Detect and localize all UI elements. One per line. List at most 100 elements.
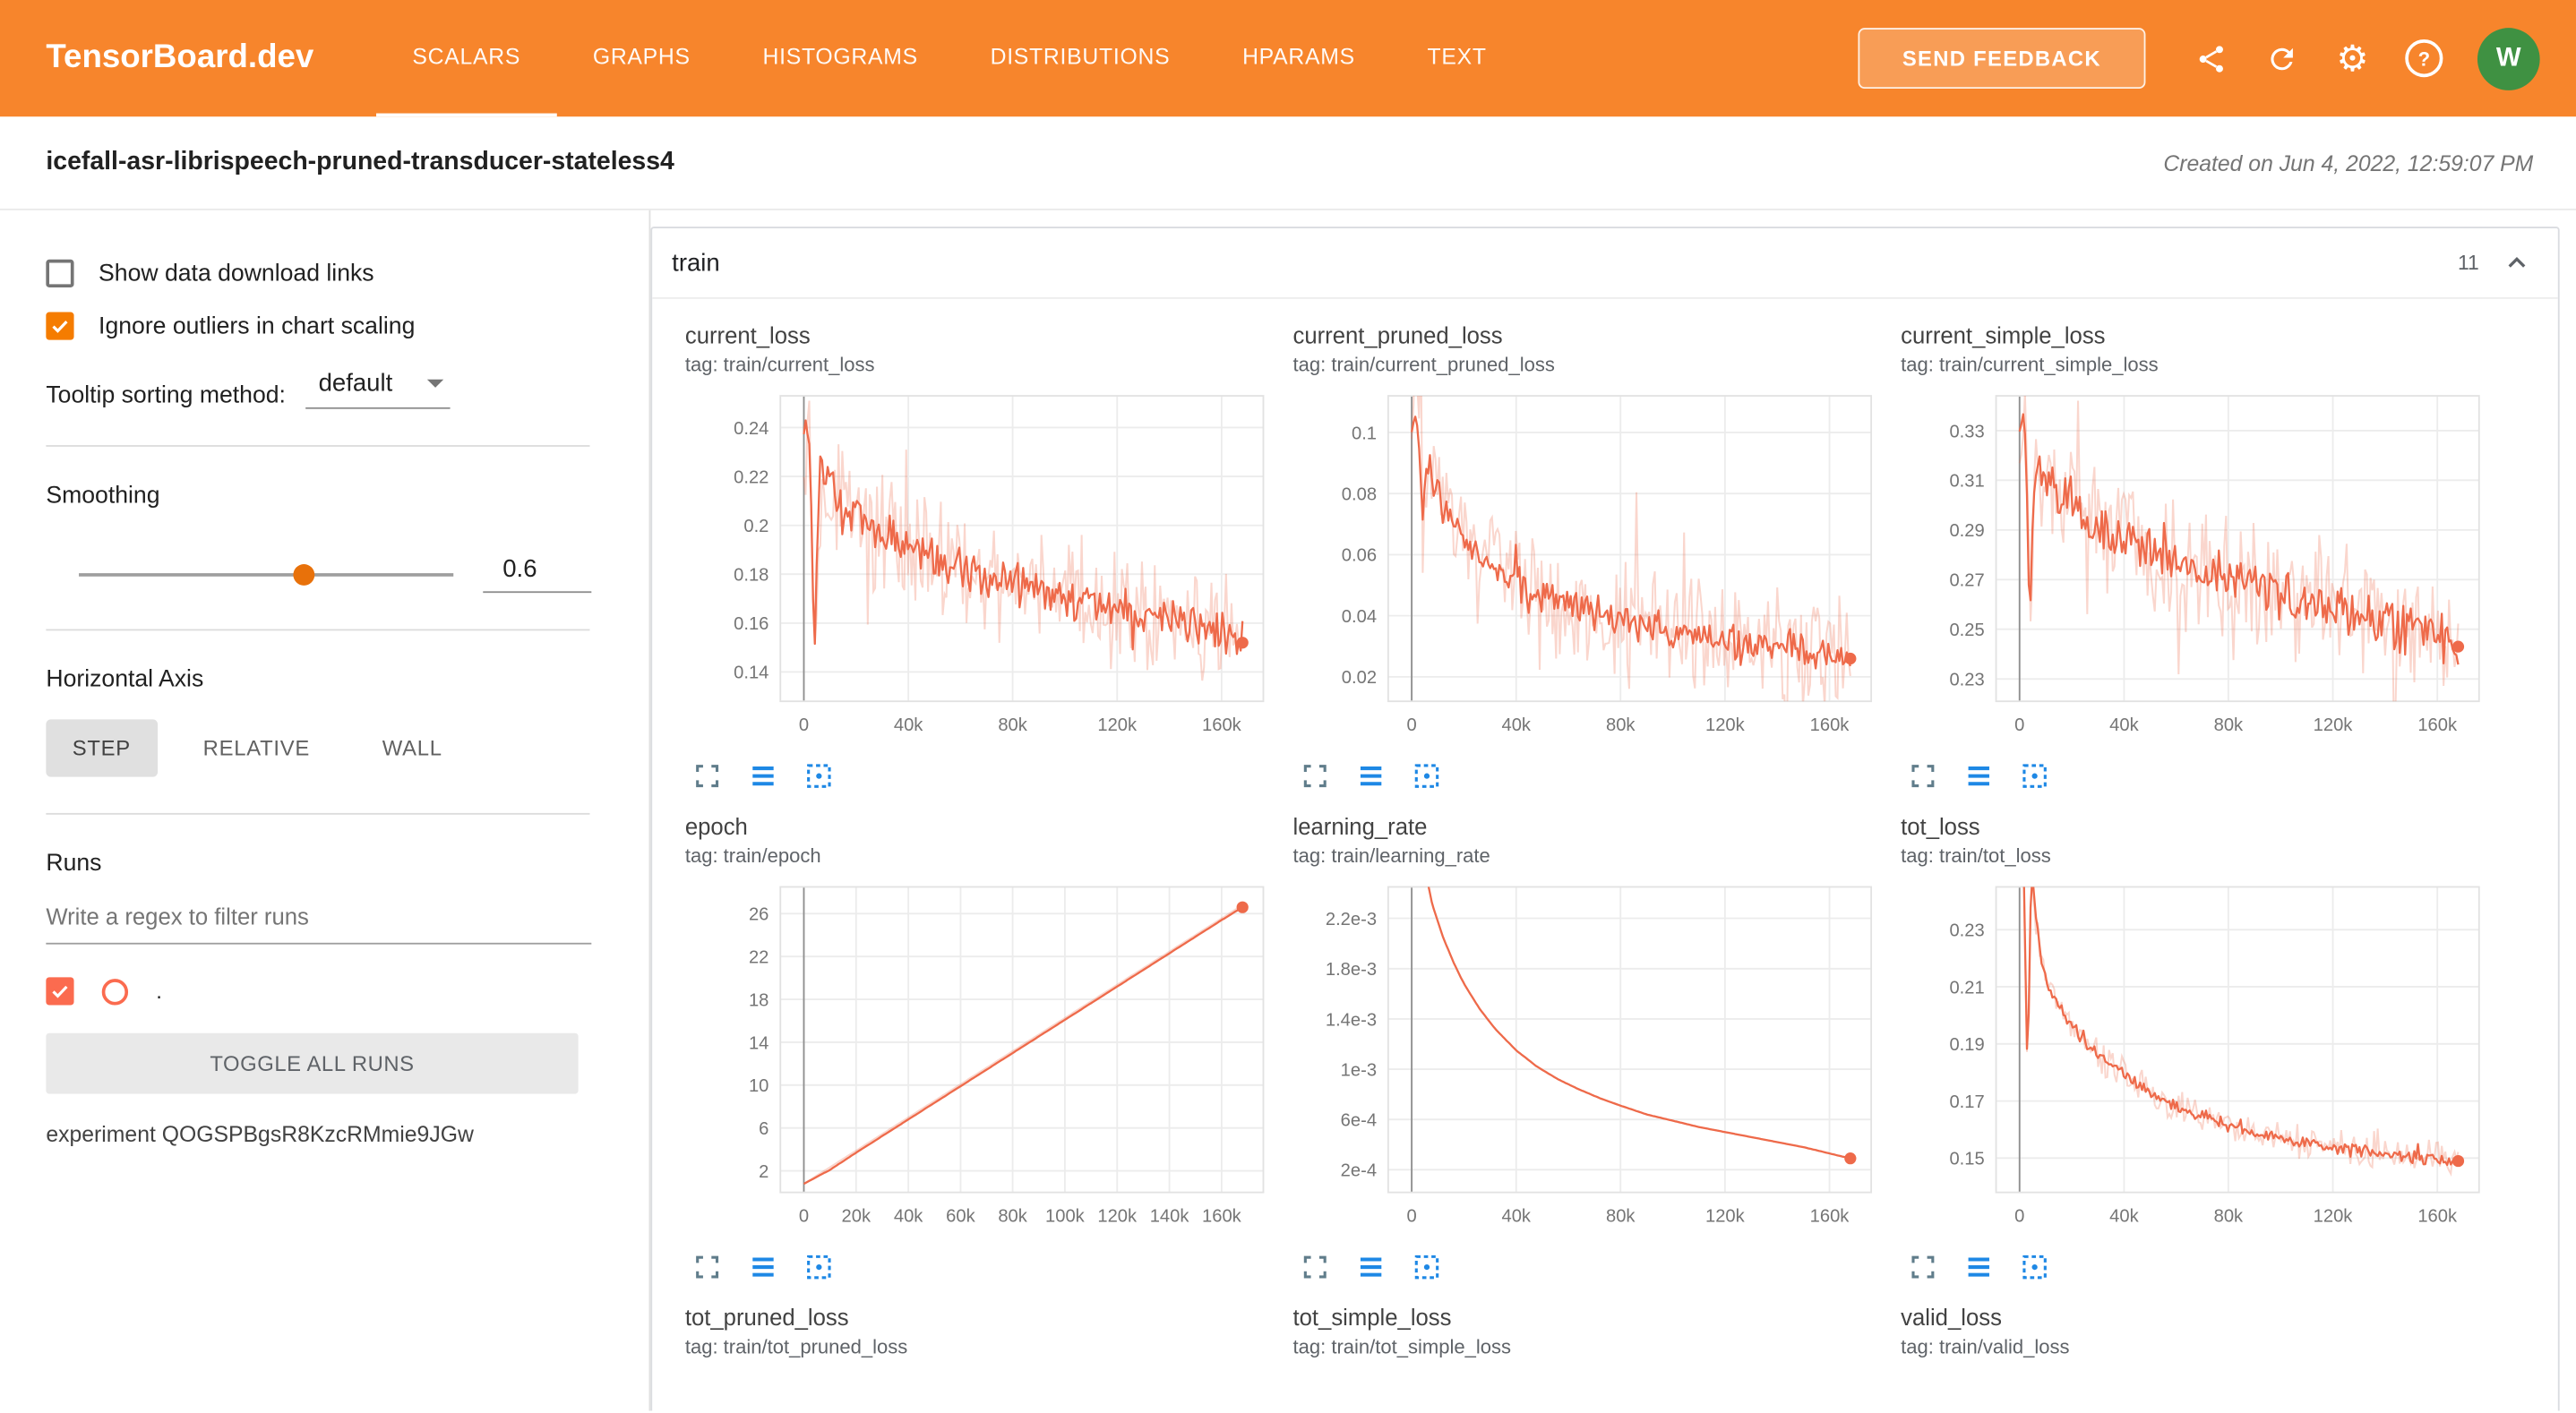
fit-domain-icon[interactable]	[805, 1253, 833, 1280]
chart-title: tot_loss	[1901, 812, 1980, 840]
svg-text:40k: 40k	[1502, 1207, 1532, 1227]
axis-button-step[interactable]: STEP	[46, 719, 158, 777]
avatar[interactable]: W	[2477, 27, 2540, 90]
expand-icon[interactable]	[1909, 1253, 1936, 1280]
svg-text:0: 0	[799, 1207, 809, 1227]
fit-domain-icon[interactable]	[2021, 762, 2048, 790]
collapse-icon[interactable]	[2502, 248, 2531, 278]
axis-button-relative[interactable]: RELATIVE	[176, 719, 336, 776]
app-logo[interactable]: TensorBoard.dev	[46, 39, 314, 76]
data-table-icon[interactable]	[1357, 762, 1385, 790]
svg-text:2e-4: 2e-4	[1341, 1161, 1377, 1181]
data-table-icon[interactable]	[749, 762, 777, 790]
svg-text:40k: 40k	[2109, 715, 2139, 735]
run-checkbox[interactable]	[46, 977, 74, 1006]
svg-text:0.06: 0.06	[1342, 546, 1377, 566]
ignore-outliers-checkbox[interactable]	[46, 312, 74, 340]
data-table-icon[interactable]	[1357, 1253, 1385, 1280]
svg-text:40k: 40k	[1502, 715, 1532, 735]
svg-text:0.31: 0.31	[1949, 472, 1984, 492]
svg-text:160k: 160k	[1810, 1207, 1850, 1227]
chart-actions	[1301, 762, 1885, 790]
help-icon[interactable]: ?	[2405, 39, 2443, 78]
chart-tag: tag: train/tot_simple_loss	[1292, 1335, 1511, 1358]
expand-icon[interactable]	[1301, 1253, 1329, 1280]
show-download-links-checkbox[interactable]	[46, 259, 74, 287]
svg-text:0.2: 0.2	[743, 517, 769, 536]
refresh-icon[interactable]	[2264, 40, 2300, 76]
topbar-actions: SEND FEEDBACK ⚙ ? W	[1858, 0, 2540, 116]
svg-text:18: 18	[749, 990, 769, 1010]
tab-hparams[interactable]: HPARAMS	[1242, 44, 1355, 70]
expand-icon[interactable]	[1301, 762, 1329, 790]
charts-grid: current_loss tag: train/current_loss 0.14 0…	[652, 299, 2558, 1358]
toggle-all-runs-button[interactable]: TOGGLE ALL RUNS	[46, 1032, 579, 1094]
settings-icon[interactable]: ⚙	[2336, 37, 2369, 79]
data-table-icon[interactable]	[1965, 1253, 1993, 1280]
run-name: .	[156, 979, 162, 1004]
tab-scalars[interactable]: SCALARS	[376, 0, 557, 117]
chart-tag: tag: train/current_simple_loss	[1901, 353, 2159, 377]
experiment-header: icefall-asr-librispeech-pruned-transduce…	[0, 116, 2576, 210]
svg-text:120k: 120k	[1097, 1207, 1138, 1227]
svg-text:80k: 80k	[2214, 715, 2244, 735]
svg-text:0.24: 0.24	[734, 419, 769, 439]
group-count: 11	[2457, 251, 2479, 275]
fit-domain-icon[interactable]	[1413, 1253, 1440, 1280]
expand-icon[interactable]	[693, 762, 721, 790]
chart-title: learning_rate	[1292, 812, 1428, 840]
svg-text:120k: 120k	[2314, 1207, 2354, 1227]
divider	[46, 445, 590, 447]
svg-text:20k: 20k	[842, 1207, 872, 1227]
expand-icon[interactable]	[693, 1253, 721, 1280]
svg-text:6e-4: 6e-4	[1341, 1111, 1377, 1131]
chevron-down-icon	[426, 379, 444, 388]
svg-text:1e-3: 1e-3	[1341, 1060, 1377, 1080]
svg-text:1.4e-3: 1.4e-3	[1326, 1010, 1377, 1030]
smoothing-slider[interactable]	[79, 563, 454, 585]
fit-domain-icon[interactable]	[1413, 762, 1440, 790]
svg-text:0.27: 0.27	[1949, 571, 1984, 591]
svg-text:10: 10	[749, 1076, 769, 1096]
tab-histograms[interactable]: HISTOGRAMS	[762, 44, 918, 70]
svg-text:80k: 80k	[998, 1207, 1027, 1227]
svg-text:0.29: 0.29	[1949, 521, 1984, 541]
experiment-id: experiment QOGSPBgsR8KzcRMmie9JGw	[46, 1121, 474, 1147]
horizontal-axis-buttons: STEP RELATIVE WALL	[46, 719, 648, 777]
tooltip-sorting-label: Tooltip sorting method:	[46, 382, 286, 409]
svg-text:6: 6	[759, 1119, 769, 1139]
tab-text[interactable]: TEXT	[1427, 44, 1487, 70]
tab-graphs[interactable]: GRAPHS	[592, 44, 691, 70]
svg-text:2: 2	[759, 1162, 769, 1182]
svg-text:120k: 120k	[1705, 715, 1746, 735]
svg-text:120k: 120k	[1705, 1207, 1746, 1227]
tooltip-sorting-select[interactable]: default	[305, 370, 451, 409]
chart-title: tot_simple_loss	[1292, 1304, 1452, 1331]
svg-text:0.23: 0.23	[1949, 921, 1984, 941]
svg-text:80k: 80k	[1606, 715, 1636, 735]
data-table-icon[interactable]	[1965, 762, 1993, 790]
expand-icon[interactable]	[1909, 762, 1936, 790]
svg-text:0.17: 0.17	[1949, 1092, 1984, 1112]
train-card-header[interactable]: train 11	[652, 228, 2558, 299]
data-table-icon[interactable]	[749, 1253, 777, 1280]
smoothing-value[interactable]: 0.6	[483, 555, 592, 594]
svg-text:0.02: 0.02	[1342, 668, 1377, 688]
fit-domain-icon[interactable]	[805, 762, 833, 790]
runs-filter-input[interactable]	[46, 903, 592, 945]
share-icon[interactable]	[2194, 40, 2229, 76]
chart-actions	[693, 1253, 1276, 1280]
tab-distributions[interactable]: DISTRIBUTIONS	[990, 44, 1171, 70]
svg-text:26: 26	[749, 905, 769, 925]
chart-title: current_pruned_loss	[1292, 321, 1503, 348]
svg-text:160k: 160k	[2417, 715, 2458, 735]
fit-domain-icon[interactable]	[2021, 1253, 2048, 1280]
smoothing-slider-thumb[interactable]	[293, 563, 314, 585]
send-feedback-button[interactable]: SEND FEEDBACK	[1858, 28, 2146, 90]
chart-title: valid_loss	[1901, 1304, 2002, 1331]
svg-text:80k: 80k	[2214, 1207, 2244, 1227]
chart-plot: 0.02 0.04 0.06 0.08 0.1 0 40k 80k 120k 160k	[1342, 395, 1873, 735]
svg-text:0.18: 0.18	[734, 566, 769, 586]
axis-button-wall[interactable]: WALL	[356, 719, 468, 776]
chart-current_pruned_loss: current_pruned_loss tag: train/current_pr…	[1276, 321, 1885, 790]
